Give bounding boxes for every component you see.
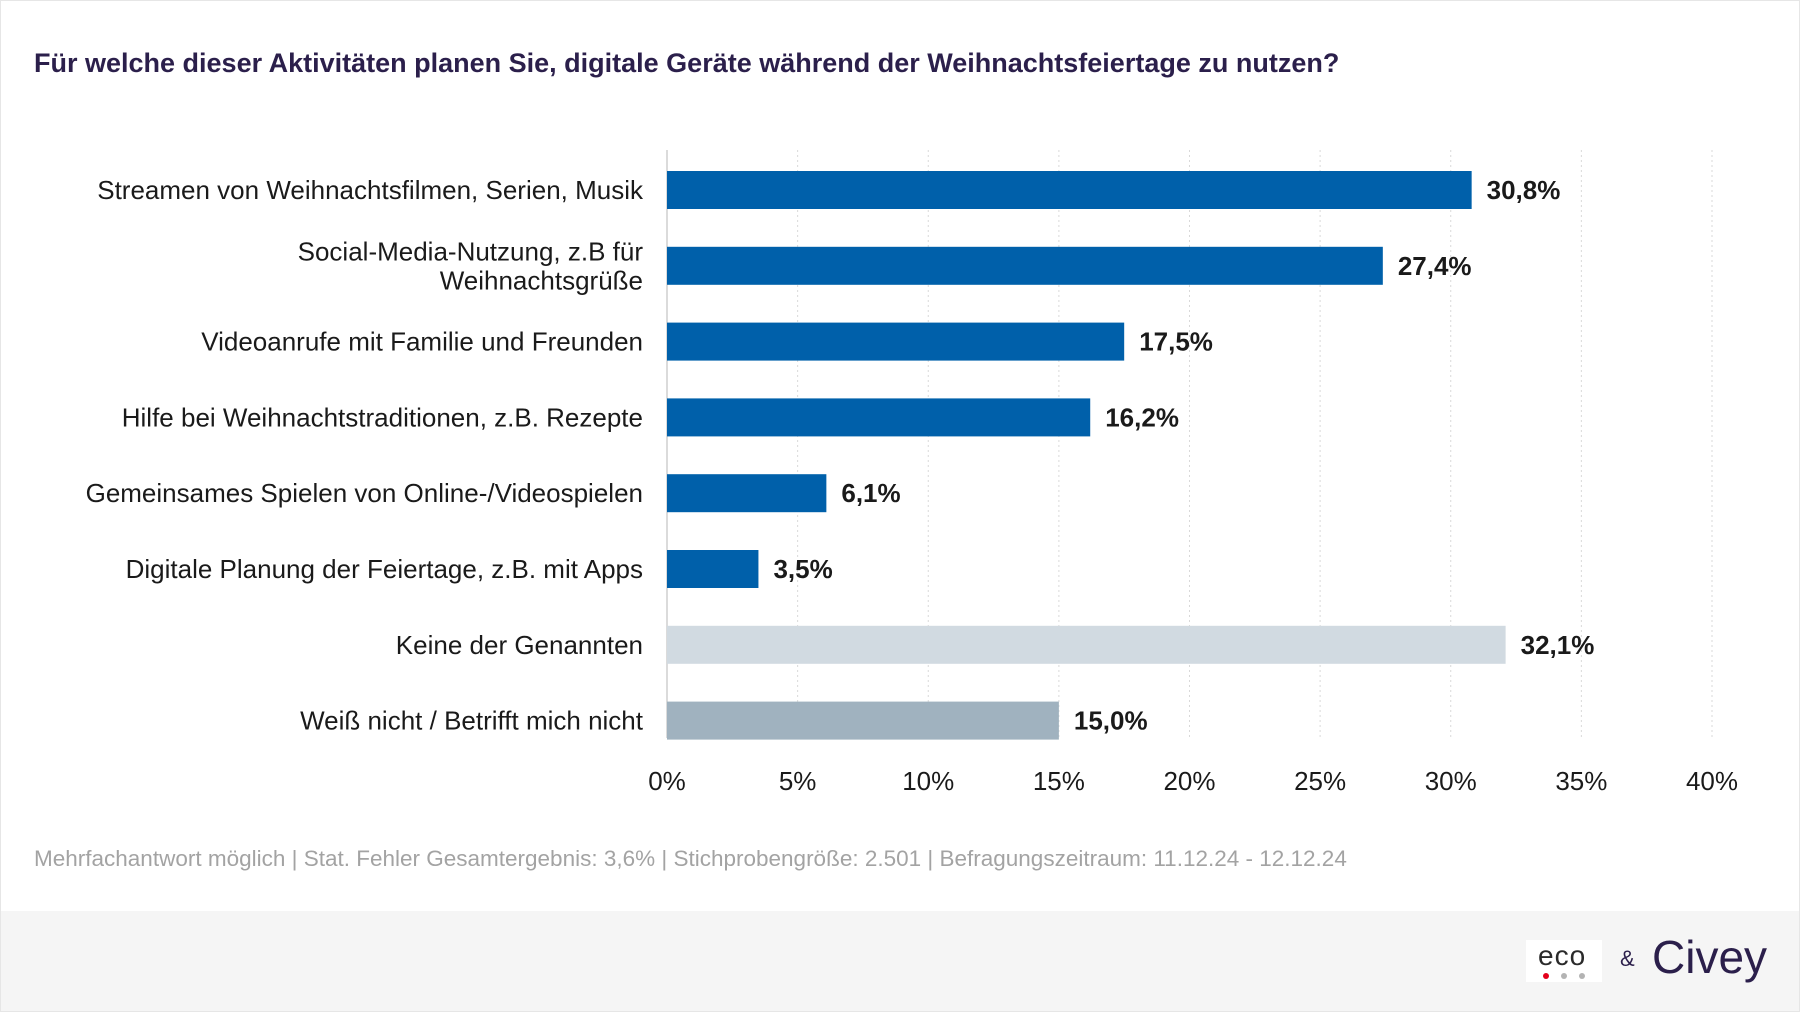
category-label: Weihnachtsgrüße bbox=[440, 265, 643, 295]
bar bbox=[667, 398, 1091, 437]
eco-logo-dot bbox=[1579, 973, 1585, 979]
value-label: 27,4% bbox=[1398, 251, 1472, 281]
footer-bar bbox=[1, 911, 1799, 1011]
value-labels: 30,8% 27,4% 17,5% 16,2% 6,1% 3,5% 32,1% 15,0% bbox=[773, 175, 1594, 736]
chart-title: Für welche dieser Aktivitäten planen Sie… bbox=[34, 48, 1340, 78]
value-label: 30,8% bbox=[1487, 175, 1561, 205]
value-label: 32,1% bbox=[1521, 630, 1595, 660]
x-tick-label: 35% bbox=[1555, 766, 1607, 796]
category-labels: Streamen von Weihnachtsfilmen, Serien, M… bbox=[86, 175, 644, 736]
value-label: 16,2% bbox=[1105, 402, 1179, 432]
x-tick-label: 15% bbox=[1033, 766, 1085, 796]
category-label: Hilfe bei Weihnachtstraditionen, z.B. Re… bbox=[122, 402, 643, 432]
ampersand: & bbox=[1620, 946, 1635, 971]
category-label: Social-Media-Nutzung, z.B für bbox=[298, 236, 644, 266]
eco-logo-dot bbox=[1561, 973, 1567, 979]
bar bbox=[667, 701, 1059, 740]
category-label: Keine der Genannten bbox=[396, 630, 643, 660]
bar bbox=[667, 322, 1125, 361]
x-tick-label: 25% bbox=[1294, 766, 1346, 796]
bar-chart: Streamen von Weihnachtsfilmen, Serien, M… bbox=[86, 150, 1738, 796]
x-tick-label: 0% bbox=[648, 766, 686, 796]
footnote: Mehrfachantwort möglich | Stat. Fehler G… bbox=[34, 846, 1347, 871]
value-label: 15,0% bbox=[1074, 706, 1148, 736]
x-tick-label: 40% bbox=[1686, 766, 1738, 796]
value-label: 6,1% bbox=[841, 478, 900, 508]
bar bbox=[667, 550, 759, 588]
bar bbox=[667, 625, 1506, 664]
bar bbox=[667, 474, 827, 513]
category-label: Streamen von Weihnachtsfilmen, Serien, M… bbox=[97, 175, 644, 205]
x-tick-label: 30% bbox=[1425, 766, 1477, 796]
civey-logo: Civey bbox=[1652, 931, 1768, 983]
x-tick-label: 5% bbox=[779, 766, 817, 796]
category-label: Digitale Planung der Feiertage, z.B. mit… bbox=[126, 554, 643, 584]
x-tick-label: 10% bbox=[902, 766, 954, 796]
category-label: Gemeinsames Spielen von Online-/Videospi… bbox=[86, 478, 643, 508]
eco-logo: eco bbox=[1526, 940, 1602, 982]
value-label: 17,5% bbox=[1139, 327, 1213, 357]
category-label: Weiß nicht / Betrifft mich nicht bbox=[300, 706, 644, 736]
bar bbox=[667, 246, 1383, 285]
value-label: 3,5% bbox=[773, 554, 832, 584]
category-label: Videoanrufe mit Familie und Freunden bbox=[201, 327, 643, 357]
bars bbox=[667, 171, 1506, 740]
eco-logo-text: eco bbox=[1538, 940, 1587, 971]
x-axis-ticks: 0% 5% 10% 15% 20% 25% 30% 35% 40% bbox=[648, 766, 1738, 796]
bar bbox=[667, 171, 1472, 209]
eco-logo-dot bbox=[1543, 973, 1549, 979]
x-tick-label: 20% bbox=[1163, 766, 1215, 796]
